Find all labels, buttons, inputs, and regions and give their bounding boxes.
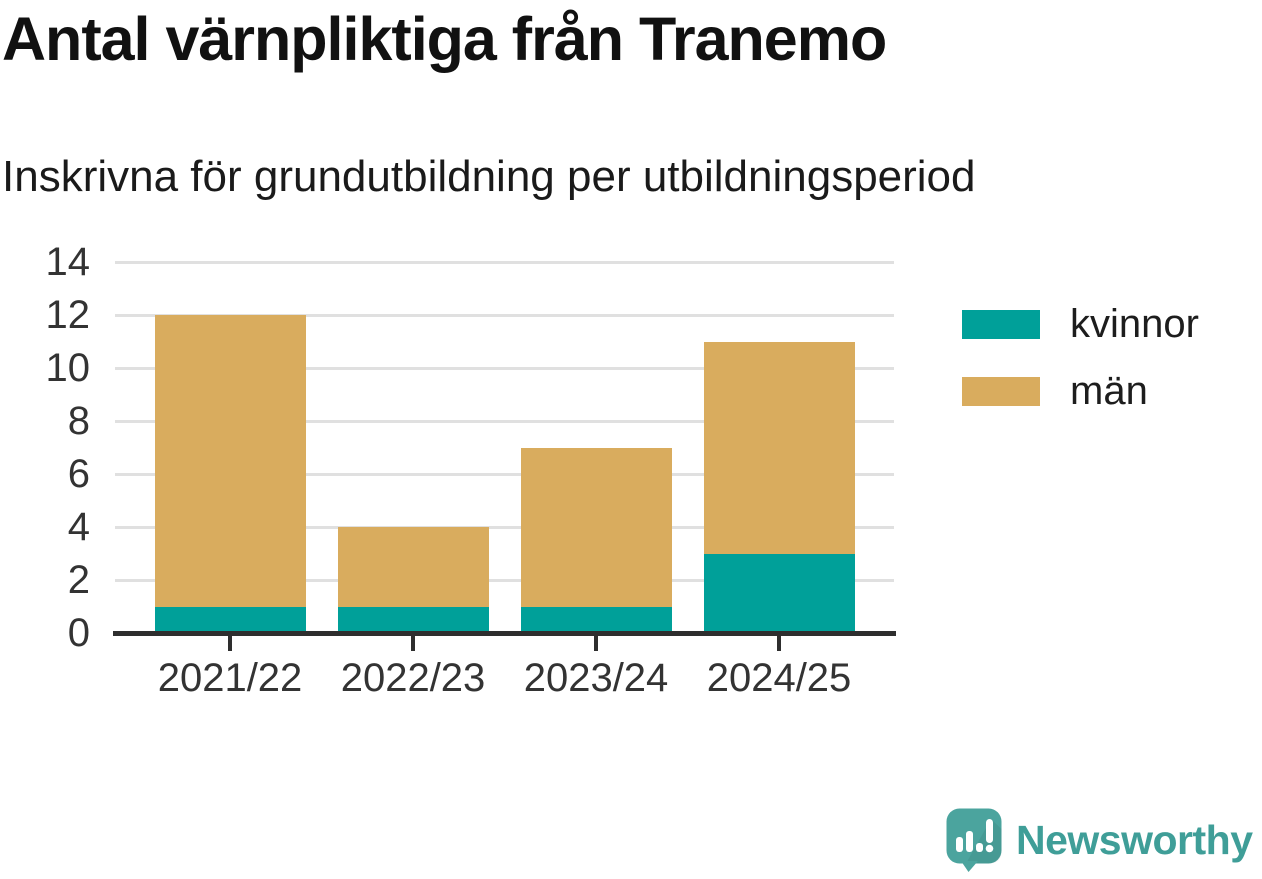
y-axis-tick-label: 0 [67, 611, 90, 655]
bar-man-2022-23 [337, 527, 489, 607]
x-axis-category-label: 2021/22 [157, 656, 303, 700]
x-axis-tick [228, 635, 232, 651]
legend-label: kvinnor [1070, 302, 1199, 346]
gridline-y-10 [115, 366, 894, 370]
bar-man-2024-25 [703, 341, 855, 554]
legend-swatch-man [962, 376, 1040, 406]
newsworthy-wordmark: Newsworthy [1016, 816, 1253, 863]
bar-kvinnor-2021-22 [154, 606, 306, 633]
gridline-y-12 [115, 313, 894, 317]
x-axis-tick [411, 635, 415, 651]
logo-chart-bar-2 [966, 831, 973, 852]
y-axis-tick-label: 12 [45, 293, 91, 337]
y-axis-tick-label: 4 [67, 505, 90, 549]
legend-item-man: män [962, 371, 1199, 411]
chart-title: Antal värnpliktiga från Tranemo [2, 5, 887, 73]
gridline-y-2 [115, 578, 894, 582]
gridline-y-6 [115, 472, 894, 476]
x-axis-line [113, 630, 896, 636]
bar-kvinnor-2022-23 [337, 606, 489, 633]
y-axis-tick-label: 14 [45, 240, 91, 284]
x-axis-category-label: 2022/23 [340, 656, 486, 700]
y-axis-tick-label: 10 [45, 346, 91, 390]
bar-kvinnor-2024-25 [703, 553, 855, 633]
bar-kvinnor-2023-24 [520, 606, 672, 633]
x-axis-category-label: 2024/25 [706, 656, 852, 700]
logo-chart-bar-1 [956, 837, 963, 852]
y-axis-tick-label: 2 [67, 558, 90, 602]
legend: kvinnor män [962, 304, 1199, 438]
x-axis-tick [777, 635, 781, 651]
logo-chart-bar-3 [976, 843, 983, 852]
gridline-y-14 [115, 260, 894, 264]
bar-man-2023-24 [520, 447, 672, 607]
bar-man-2021-22 [154, 315, 306, 607]
y-axis-tick-label: 8 [67, 399, 90, 443]
logo-bubble-tail [961, 861, 978, 872]
newsworthy-logo-icon [946, 808, 1002, 872]
logo-exclamation-dot [985, 844, 994, 853]
x-axis-category-label: 2023/24 [523, 656, 669, 700]
gridline-y-4 [115, 525, 894, 529]
logo-exclamation-bar [986, 819, 993, 843]
chart-subtitle: Inskrivna för grundutbildning per utbild… [2, 152, 976, 201]
gridline-y-8 [115, 419, 894, 423]
y-axis-tick-label: 6 [67, 452, 90, 496]
x-axis-tick [594, 635, 598, 651]
legend-swatch-kvinnor [962, 309, 1040, 339]
legend-label: män [1070, 369, 1148, 413]
brand-footer: Newsworthy [946, 808, 1253, 872]
legend-item-kvinnor: kvinnor [962, 304, 1199, 344]
